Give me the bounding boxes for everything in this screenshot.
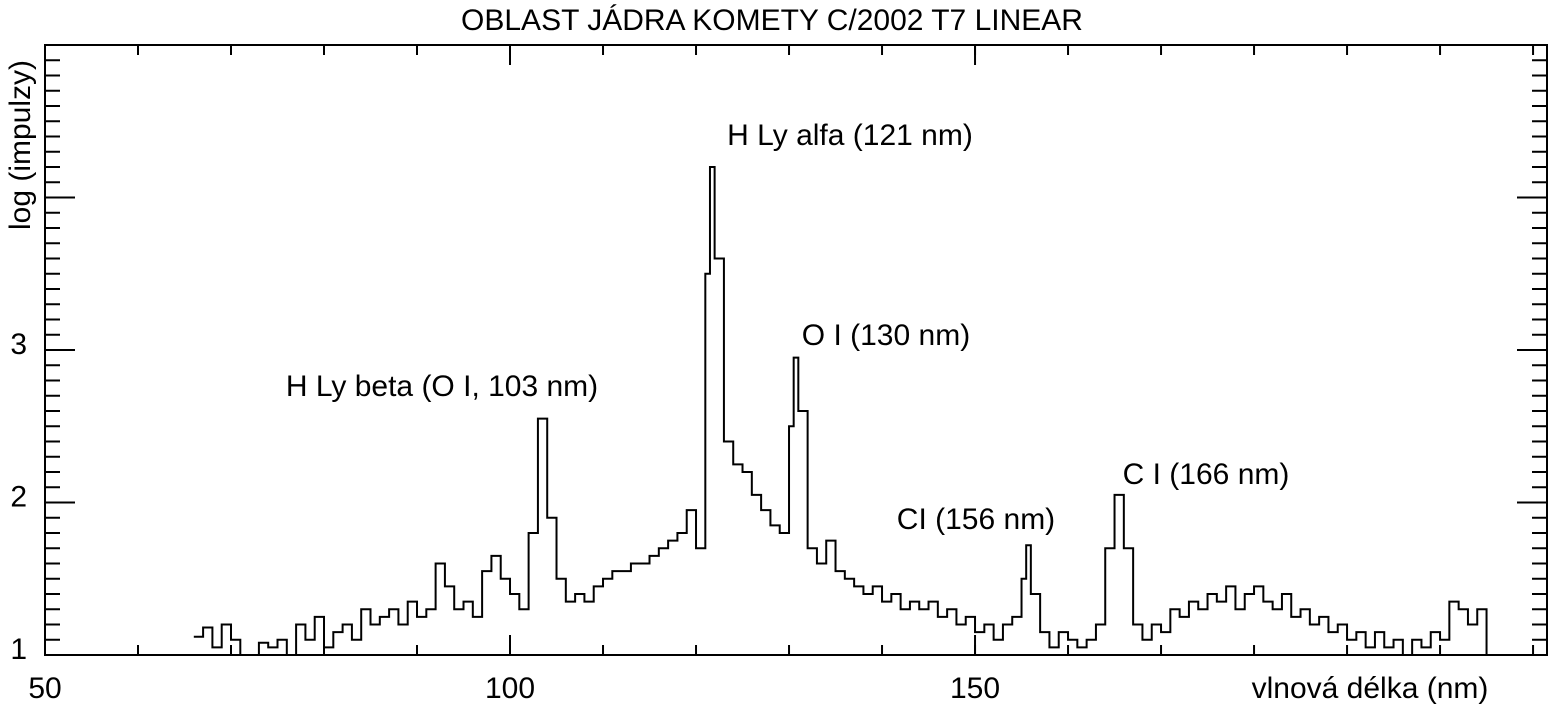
annotation: CI (156 nm)	[897, 503, 1055, 536]
chart-title: OBLAST JÁDRA KOMETY C/2002 T7 LINEAR	[461, 4, 1083, 37]
y-tick-label: 2	[10, 480, 27, 513]
x-tick-label: 100	[485, 672, 535, 705]
spectrum-line	[193, 166, 1488, 656]
y-tick-label: 3	[10, 328, 27, 361]
annotation: O I (130 nm)	[802, 319, 970, 352]
annotation: H Ly beta (O I, 103 nm)	[286, 370, 598, 403]
y-tick-label: 1	[10, 633, 27, 666]
x-tick-label: 150	[950, 672, 1000, 705]
annotation: C I (166 nm)	[1123, 458, 1290, 491]
y-axis-label: log (impulzy)	[4, 60, 37, 230]
x-axis-label: vlnová délka (nm)	[1252, 672, 1489, 705]
x-tick-label: 50	[28, 672, 61, 705]
annotation: H Ly alfa (121 nm)	[727, 119, 973, 152]
